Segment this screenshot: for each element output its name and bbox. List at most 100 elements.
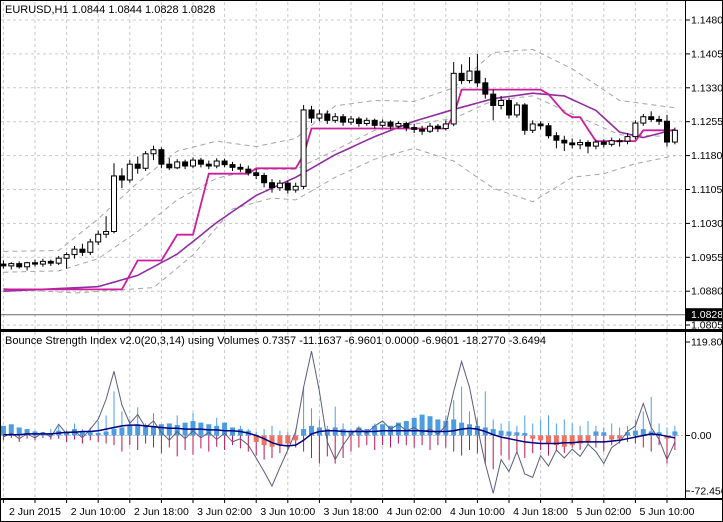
candle-body bbox=[427, 125, 433, 132]
candle-body bbox=[292, 185, 299, 191]
candle-body bbox=[363, 119, 370, 125]
candle-body bbox=[245, 168, 252, 174]
candle-body bbox=[1, 263, 7, 267]
candle-body bbox=[355, 118, 362, 125]
indicator-bottom-border bbox=[1, 498, 722, 500]
candle-body bbox=[411, 127, 418, 130]
candle-body bbox=[664, 120, 670, 143]
strength-bar bbox=[293, 435, 299, 441]
strength-bar bbox=[498, 430, 504, 436]
candle-body bbox=[648, 116, 655, 120]
candle-body bbox=[316, 113, 323, 119]
candle-body bbox=[332, 116, 339, 121]
candle-body bbox=[276, 182, 283, 189]
candle-body bbox=[553, 135, 560, 141]
candle-body bbox=[640, 116, 647, 124]
candle-body bbox=[450, 72, 457, 125]
candle-body bbox=[126, 163, 133, 181]
candle-body bbox=[16, 263, 23, 268]
candle-body bbox=[506, 99, 512, 116]
bounce-signal-line bbox=[3, 424, 676, 447]
candle-body bbox=[395, 123, 402, 127]
candle-body bbox=[577, 141, 584, 146]
candle-body bbox=[419, 128, 426, 132]
candle-body bbox=[269, 182, 275, 189]
strength-bar bbox=[514, 432, 520, 436]
strength-bar bbox=[419, 414, 425, 436]
price-axis-label: 1.0805 bbox=[691, 320, 723, 332]
strength-bar bbox=[411, 417, 417, 436]
strength-bar bbox=[79, 431, 85, 436]
strength-bar bbox=[261, 435, 267, 446]
price-axis-label: 1.0880 bbox=[691, 286, 723, 298]
candle-body bbox=[569, 142, 576, 146]
time-axis-label: 4 Jun 10:00 bbox=[450, 506, 505, 518]
strength-bar bbox=[585, 435, 591, 442]
candle-body bbox=[371, 119, 378, 126]
strength-bar bbox=[237, 429, 243, 436]
candle-body bbox=[671, 129, 678, 143]
candle-body bbox=[166, 163, 173, 169]
strength-bar bbox=[135, 424, 141, 436]
candle-body bbox=[300, 109, 307, 187]
strength-bar bbox=[427, 416, 433, 436]
candle-body bbox=[158, 149, 165, 165]
candle-body bbox=[624, 136, 631, 142]
time-axis-label: 5 Jun 02:00 bbox=[576, 506, 631, 518]
price-axis-label: 1.1405 bbox=[691, 48, 723, 60]
strength-bar bbox=[214, 425, 220, 436]
price-axis-label: 1.1255 bbox=[691, 116, 723, 128]
price-axis-label: 1.1480 bbox=[691, 15, 723, 27]
candle-body bbox=[261, 174, 268, 184]
candle-body bbox=[466, 70, 473, 82]
candle-body bbox=[600, 141, 607, 145]
candle-body bbox=[253, 172, 260, 176]
strength-bar bbox=[119, 427, 125, 436]
candle-body bbox=[474, 70, 481, 84]
candle-body bbox=[24, 262, 31, 268]
strength-bar bbox=[664, 435, 670, 439]
price-axis-label: 1.1330 bbox=[691, 82, 723, 94]
strength-bar bbox=[474, 425, 480, 436]
candle-body bbox=[47, 260, 54, 264]
candle-body bbox=[118, 175, 125, 181]
strength-bar bbox=[617, 435, 623, 439]
candle-body bbox=[308, 109, 315, 119]
strength-bar bbox=[506, 431, 512, 436]
strength-bar bbox=[1, 425, 6, 436]
time-axis-label: 2 Jun 18:00 bbox=[134, 506, 189, 518]
strength-bar bbox=[364, 429, 370, 436]
strength-bar bbox=[127, 425, 133, 436]
candle-body bbox=[482, 82, 489, 95]
strength-bar bbox=[8, 424, 14, 436]
candle-body bbox=[103, 231, 110, 235]
candle-body bbox=[585, 141, 591, 147]
strength-bar bbox=[403, 421, 409, 436]
strength-bar bbox=[380, 424, 386, 436]
strength-bar bbox=[348, 430, 354, 436]
strength-bar bbox=[609, 435, 615, 440]
candle-body bbox=[182, 161, 189, 167]
strength-bar bbox=[269, 435, 275, 447]
indicator-axis-label: -72.4568 bbox=[691, 486, 723, 498]
strength-bar bbox=[625, 432, 630, 436]
price-axis-label: 1.1105 bbox=[691, 184, 722, 196]
strength-bar bbox=[253, 435, 259, 442]
strength-bar bbox=[546, 435, 551, 444]
strength-bar bbox=[538, 435, 544, 441]
strength-bar bbox=[656, 432, 662, 436]
bollinger-upper-band bbox=[3, 48, 675, 252]
candle-body bbox=[403, 123, 410, 129]
candle-body bbox=[32, 262, 38, 265]
strength-bar bbox=[24, 429, 30, 436]
candle-body bbox=[608, 140, 615, 145]
candle-body bbox=[213, 160, 220, 167]
candle-body bbox=[616, 140, 623, 143]
strength-bar bbox=[601, 432, 607, 436]
strength-bar bbox=[451, 419, 457, 436]
candle-body bbox=[387, 121, 394, 127]
strength-bar bbox=[87, 432, 93, 436]
strength-bar bbox=[522, 433, 528, 436]
